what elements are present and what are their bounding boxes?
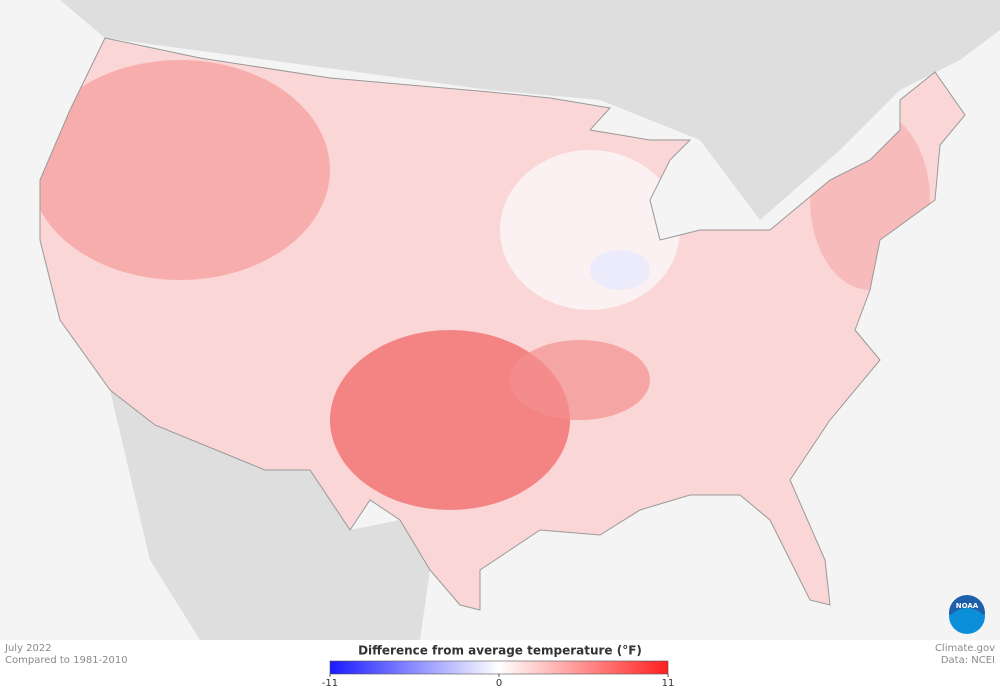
region-fill	[590, 250, 650, 290]
legend-title: Difference from average temperature (°F)	[358, 644, 642, 658]
baseline: Compared to 1981-2010	[5, 655, 128, 666]
region-fill	[510, 340, 650, 420]
tick-label: 0	[496, 678, 502, 689]
logo-text: NOAA	[956, 602, 979, 610]
data-credit: Data: NCEI	[941, 655, 995, 666]
source: Climate.gov	[935, 643, 995, 654]
tick-label: 11	[662, 678, 675, 689]
region-fill	[500, 150, 680, 310]
period: July 2022	[4, 643, 52, 654]
region-fill	[40, 60, 330, 280]
color-bar	[329, 660, 669, 675]
logo-wave	[949, 608, 985, 634]
mexico	[110, 390, 430, 640]
region-fill	[330, 330, 570, 510]
canada	[0, 0, 1000, 220]
tick-label: -11	[322, 678, 338, 689]
